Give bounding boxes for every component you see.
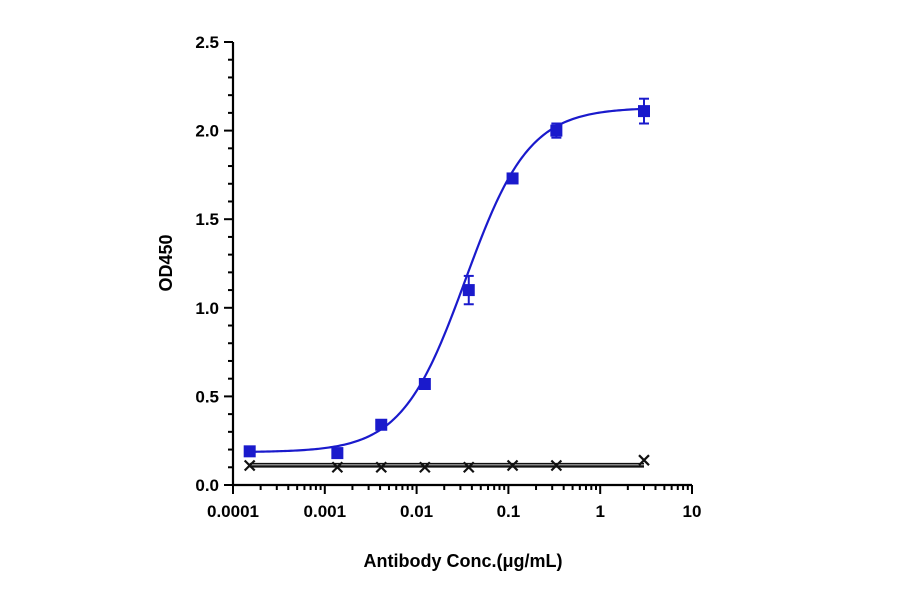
series-1-point	[462, 284, 475, 297]
series-2-point-stroke	[419, 461, 431, 474]
x-tick-label: 10	[683, 502, 702, 521]
y-tick-label: 2.0	[195, 122, 219, 141]
y-axis-title: OD450	[156, 234, 176, 291]
axes	[231, 42, 692, 487]
series-2-point	[375, 461, 388, 474]
x-ticks: 0.0001 0.001 0.01 0.1 1 10	[207, 485, 701, 521]
series-1-fit-curve	[249, 107, 645, 453]
y-tick-label: 2.5	[195, 33, 219, 52]
series-2-point-stroke	[550, 459, 563, 472]
series-1-point	[550, 124, 563, 137]
y-tick-label: 0.0	[195, 476, 219, 495]
x-tick-label: 0.1	[497, 502, 521, 521]
x-tick-label: 0.01	[400, 502, 433, 521]
x-tick-label: 0.0001	[207, 502, 259, 521]
series-2-point	[462, 461, 475, 474]
series-2-point-stroke	[243, 459, 256, 472]
y-tick-label: 0.5	[195, 387, 219, 406]
series-2-point	[243, 459, 256, 472]
y-tick-label: 1.0	[195, 299, 219, 318]
y-ticks: 0.0 0.5 1.0 1.5 2.0 2.5	[195, 33, 233, 495]
series-1-point	[375, 418, 388, 431]
series-1-point	[418, 377, 431, 390]
series-1-point	[243, 445, 256, 458]
x-axis-title: Antibody Conc.(μg/mL)	[364, 551, 563, 571]
series-2-point	[638, 454, 650, 466]
series-layer	[243, 97, 650, 474]
y-tick-label: 1.5	[195, 210, 219, 229]
series-1-point	[331, 447, 344, 460]
x-tick-label: 1	[595, 502, 604, 521]
series-2-point-stroke	[375, 461, 388, 474]
series-2-point	[506, 459, 519, 472]
series-2-point-stroke	[331, 461, 344, 474]
series-2-point	[419, 461, 431, 474]
x-tick-label: 0.001	[304, 502, 347, 521]
series-2-point-stroke	[638, 454, 650, 466]
series-2-point-stroke	[506, 459, 519, 472]
series-1-point	[506, 172, 519, 185]
series-2-point	[550, 459, 563, 472]
series-1-point	[637, 105, 650, 118]
series-2-point	[331, 461, 344, 474]
series-2-point-stroke	[462, 461, 475, 474]
